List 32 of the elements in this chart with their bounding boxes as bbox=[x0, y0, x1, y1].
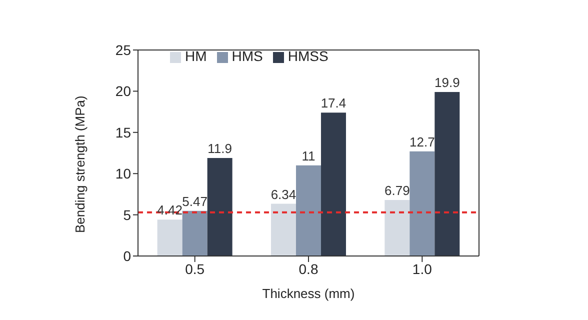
data-label: 11 bbox=[302, 148, 316, 164]
x-axis-title: Thickness (mm) bbox=[262, 286, 355, 301]
data-label: 4.42 bbox=[157, 202, 182, 218]
y-tick-label: 5 bbox=[123, 206, 132, 223]
bar bbox=[182, 210, 208, 256]
data-label: 5.47 bbox=[182, 194, 208, 209]
data-label: 6.79 bbox=[384, 183, 410, 198]
x-tick-label: 1.0 bbox=[412, 260, 432, 277]
y-tick-label: 20 bbox=[115, 83, 132, 100]
data-label: 17.4 bbox=[320, 96, 346, 111]
y-axis-title: Bending strength (MPa) bbox=[72, 96, 88, 233]
bar bbox=[207, 158, 232, 256]
x-tick-label: 0.8 bbox=[298, 260, 318, 277]
bar bbox=[157, 220, 182, 256]
bar bbox=[296, 165, 321, 256]
y-tick-label: 25 bbox=[115, 42, 132, 58]
bar bbox=[434, 92, 460, 256]
data-label: 12.7 bbox=[410, 134, 435, 150]
y-tick-label: 10 bbox=[115, 166, 132, 182]
data-label: 19.9 bbox=[434, 75, 460, 90]
legend-label: HMSS bbox=[288, 48, 328, 64]
bar bbox=[410, 151, 435, 256]
bar bbox=[384, 200, 410, 256]
bar bbox=[270, 204, 296, 256]
y-tick-label: 15 bbox=[115, 124, 132, 140]
data-label: 11.9 bbox=[208, 140, 232, 156]
legend-label: HMS bbox=[232, 48, 263, 64]
y-tick-label: 0 bbox=[123, 248, 132, 264]
x-tick-label: 0.5 bbox=[185, 260, 205, 277]
bar bbox=[320, 112, 346, 256]
legend-label: HM bbox=[185, 48, 207, 64]
data-label: 6.34 bbox=[270, 186, 296, 202]
